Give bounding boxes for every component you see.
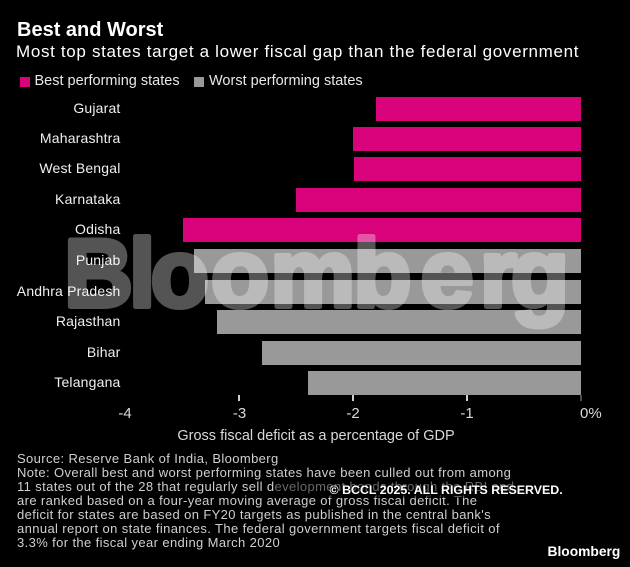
svg-text:Bloomberg: Bloomberg xyxy=(64,220,569,328)
